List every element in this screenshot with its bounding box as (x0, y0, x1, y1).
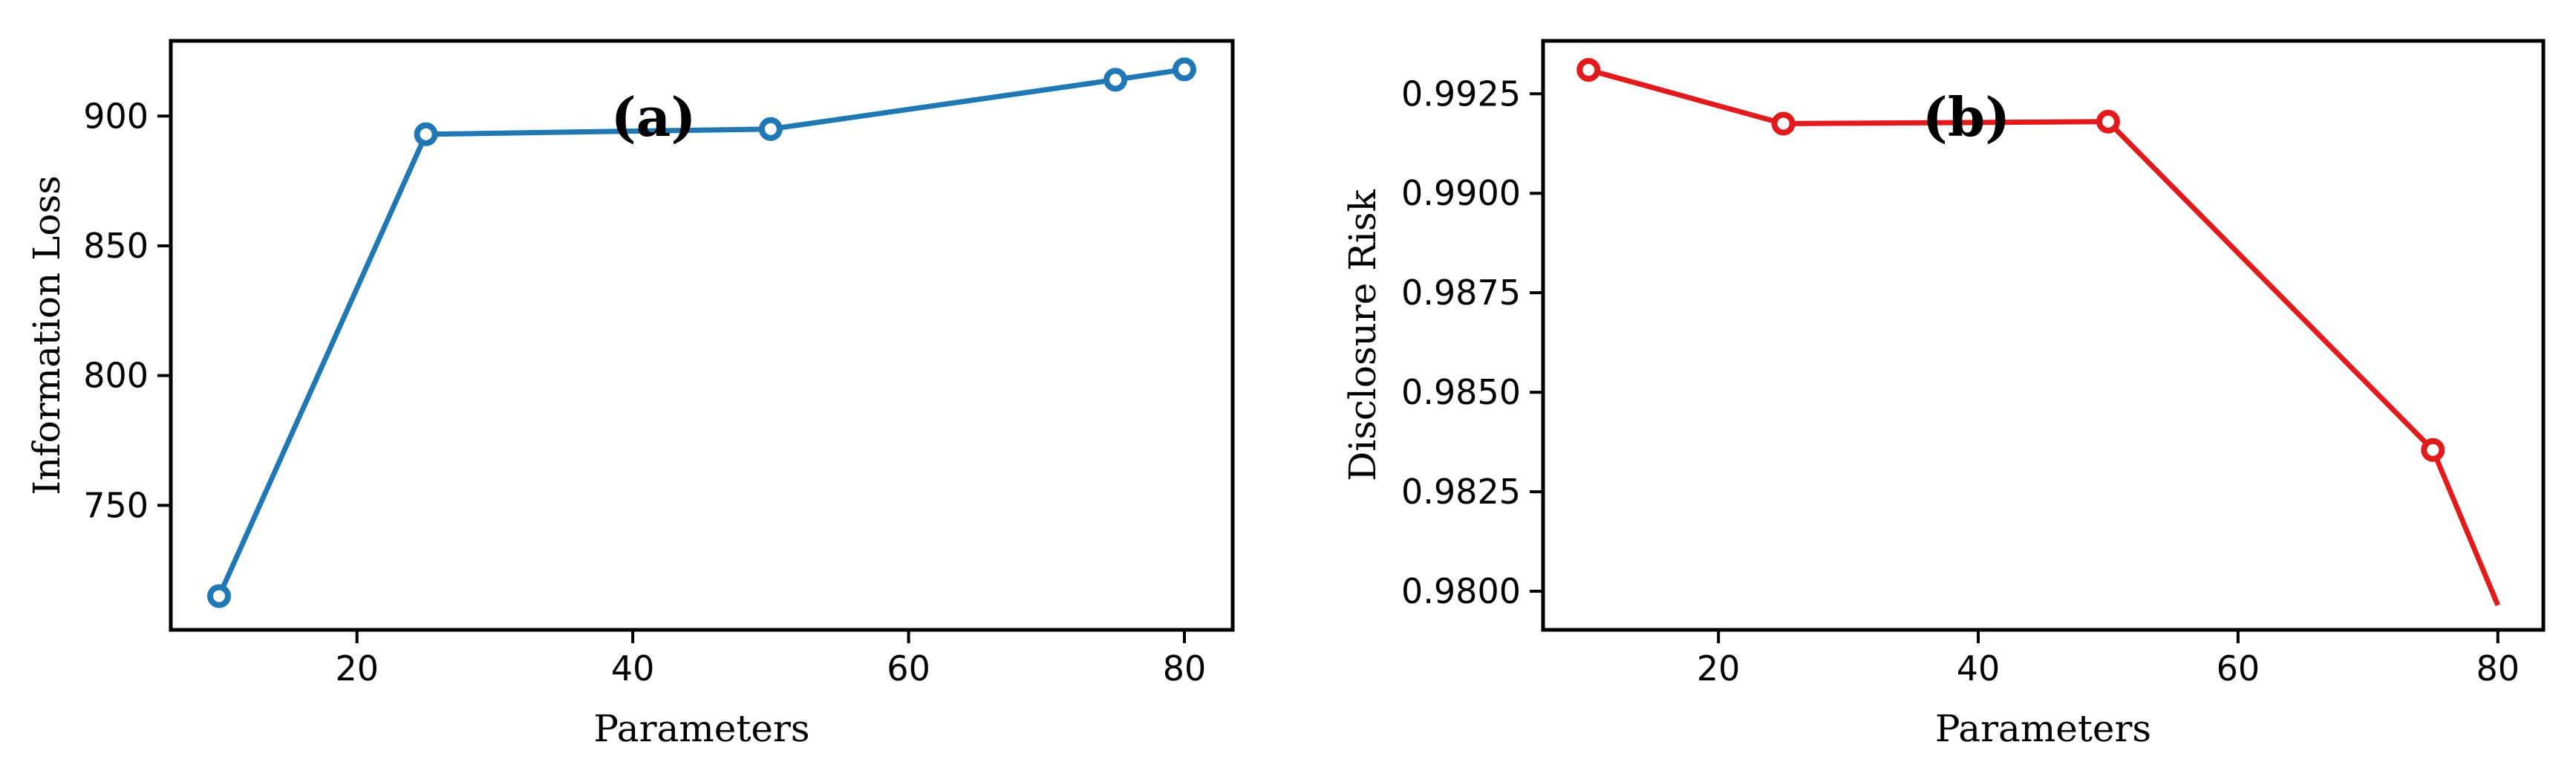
x-tick-label: 80 (1163, 648, 1207, 689)
y-tick-label: 0.9850 (1401, 372, 1521, 412)
data-point (758, 117, 783, 141)
series-line (216, 66, 1185, 598)
x-tick-label: 40 (1957, 648, 2001, 689)
data-point (1576, 58, 1601, 82)
x-tick-label: 20 (1697, 648, 1741, 689)
data-point (1771, 111, 1796, 136)
y-axis-label: Information Loss (25, 175, 68, 495)
chart-panel-a: 20 40 60 80 750 800 850 900 Parameters Informatio… (25, 39, 1235, 750)
x-tick-label: 60 (887, 648, 930, 689)
y-axis-label: Disclosure Risk (1341, 189, 1384, 481)
y-tick-label: 800 (83, 356, 149, 396)
data-point (414, 122, 438, 146)
y-tick-label: 750 (83, 485, 149, 525)
x-tick-label: 60 (2217, 648, 2260, 689)
data-point (2421, 437, 2445, 462)
y-tick-label: 900 (83, 96, 149, 136)
y-tick-label: 0.9900 (1401, 173, 1521, 213)
data-point (1103, 68, 1128, 92)
panel-label: (b) (1923, 85, 2010, 149)
data-point (1173, 57, 1196, 82)
data-point (2096, 109, 2120, 134)
series-line (1588, 67, 2501, 607)
x-axis-label: Parameters (593, 707, 809, 750)
plot-frame (169, 39, 1235, 632)
x-tick-label: 20 (335, 648, 379, 689)
y-tick-label: 850 (83, 226, 149, 266)
y-tick-label: 0.9800 (1401, 571, 1521, 611)
plot-frame (1541, 39, 2546, 632)
chart-panel-b: 20 40 60 80 0.9800 0.9825 0.9850 0.9875 0.9900 0.… (1341, 39, 2546, 750)
x-tick-label: 40 (611, 648, 655, 689)
data-point (207, 584, 231, 608)
x-tick-label: 80 (2476, 648, 2520, 689)
x-axis-label: Parameters (1935, 707, 2151, 750)
y-tick-label: 0.9825 (1401, 472, 1521, 512)
y-tick-label: 0.9925 (1401, 74, 1521, 114)
panel-label: (a) (611, 85, 697, 149)
y-tick-label: 0.9875 (1401, 273, 1521, 313)
